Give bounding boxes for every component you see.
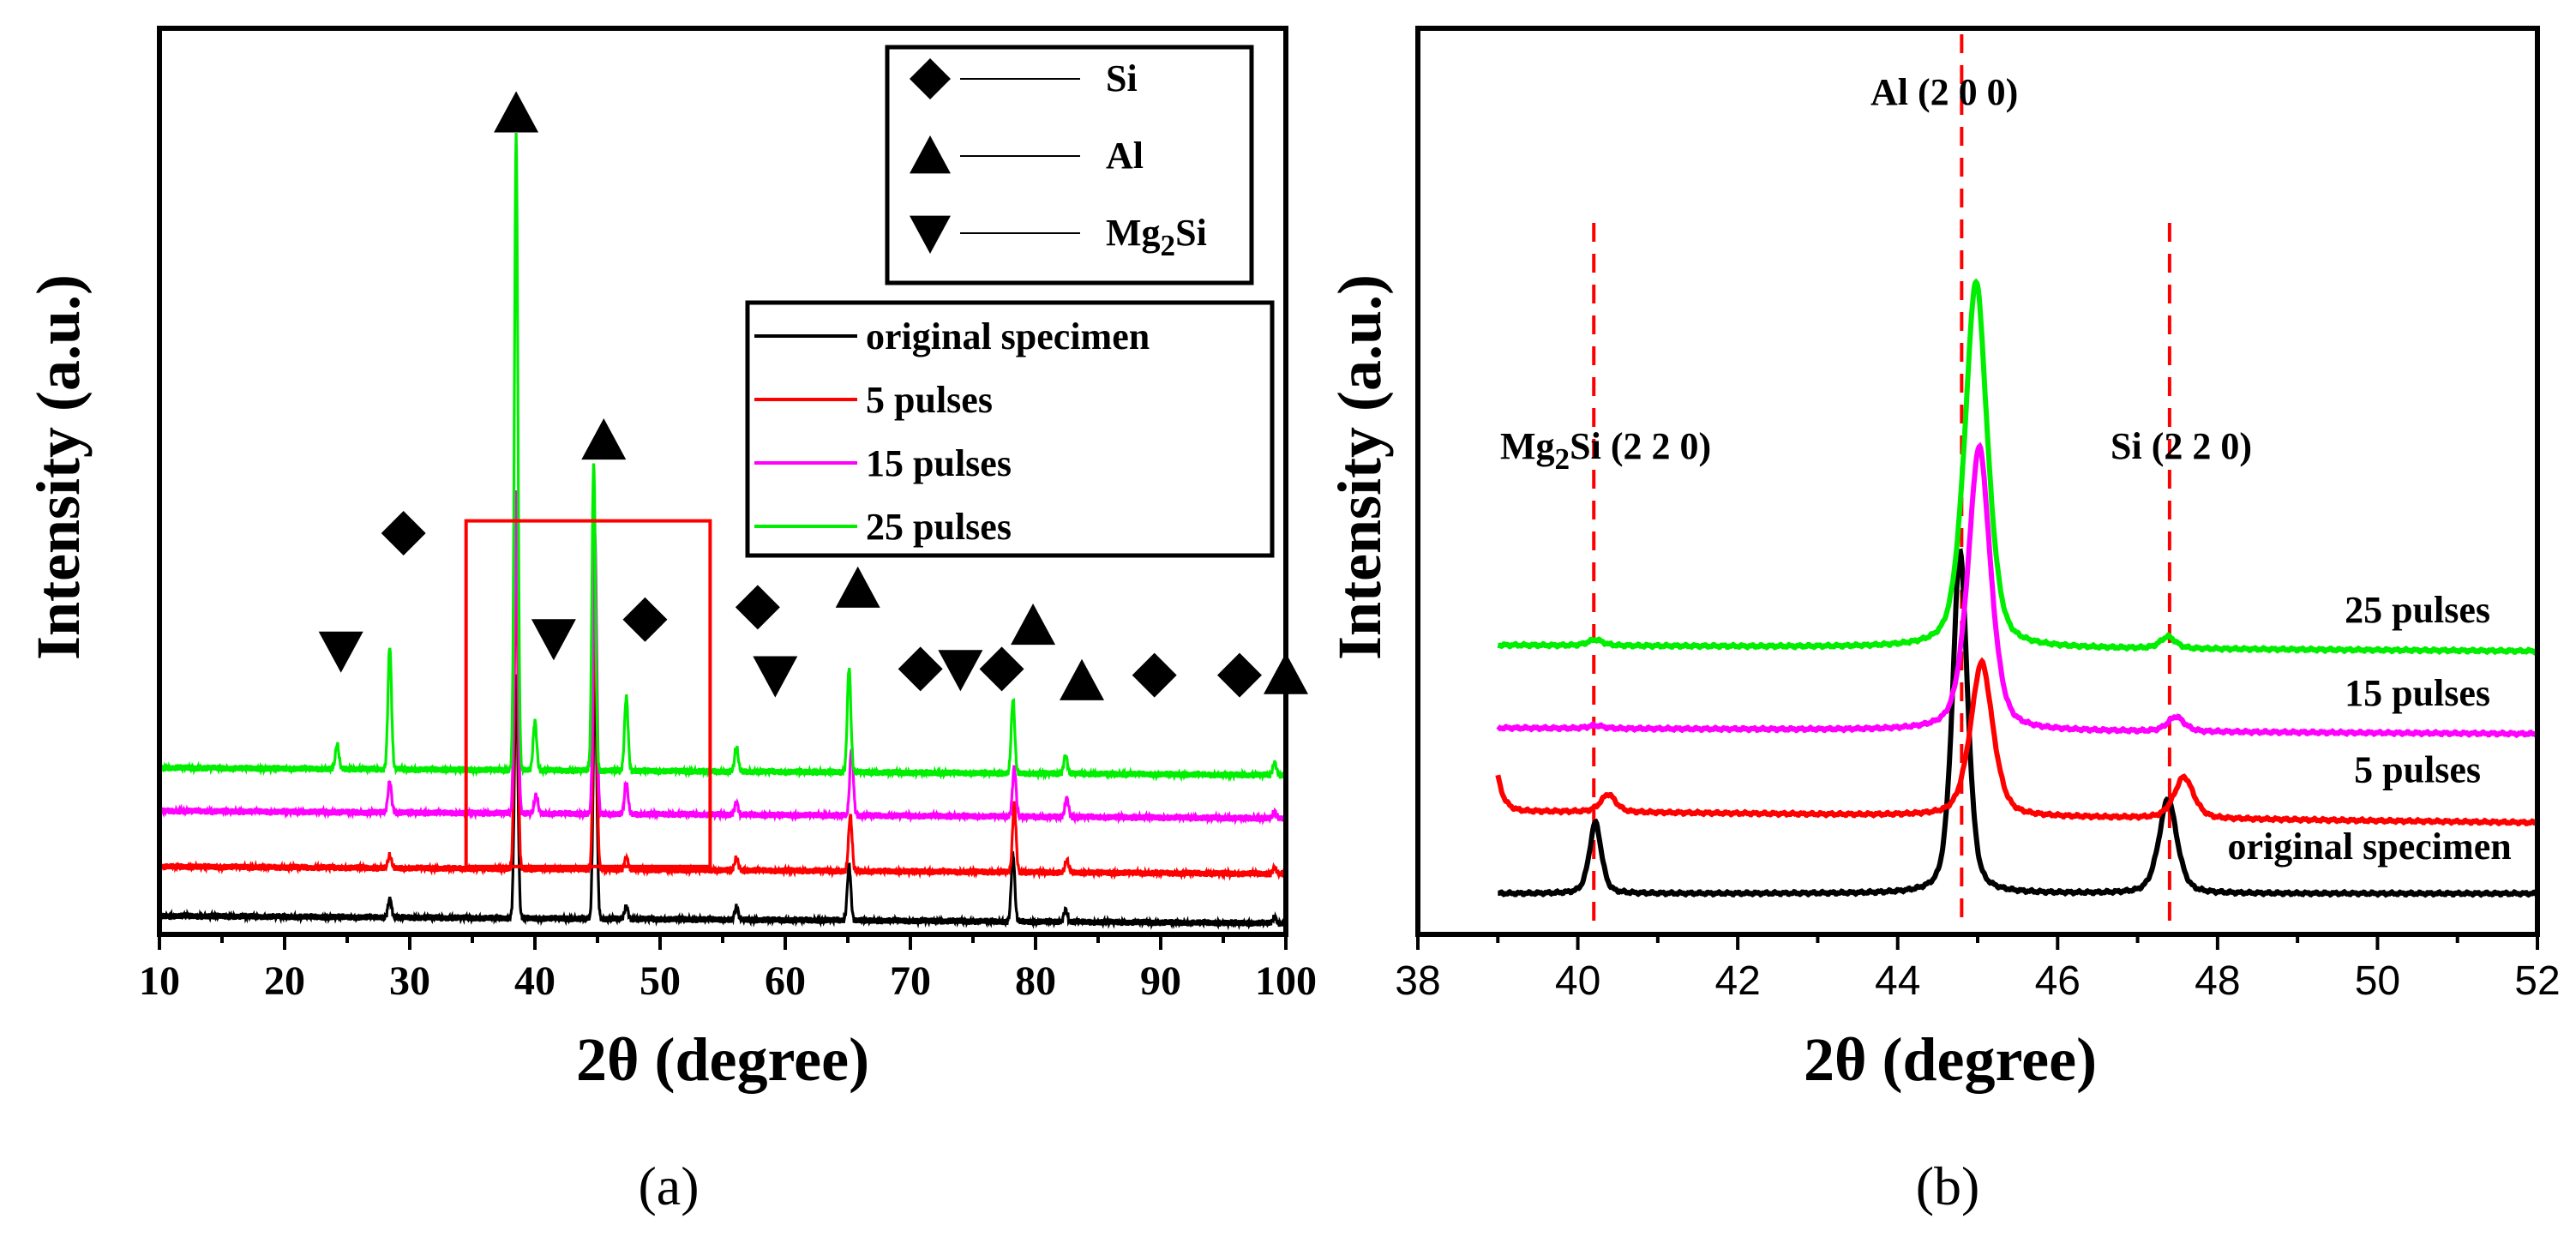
panel-b-reference-labels: Mg2Si (2 2 0)Al (2 0 0)Si (2 2 0) <box>1500 71 2252 476</box>
series-legend-label: 25 pulses <box>866 506 1012 548</box>
phase-marker-diamond <box>1216 652 1262 698</box>
panel-a-ylabel: Intensity (a.u.) <box>24 274 93 660</box>
phase-marker-triangle-down <box>531 619 576 661</box>
label-part: Al <box>1106 135 1144 177</box>
label-subscript: 2 <box>1161 229 1176 262</box>
phase-marker-diamond <box>898 646 943 692</box>
phase-marker-triangle-down <box>318 631 363 673</box>
panel-b-series <box>1495 278 2540 898</box>
phase-marker-triangle-up <box>581 418 627 460</box>
phase-marker-diamond <box>622 597 668 642</box>
highlight-box <box>464 519 712 868</box>
panel-a-series <box>158 132 1288 931</box>
panel-b-xlabel: 2θ (degree) <box>1804 1025 2097 1094</box>
phase-marker-triangle-up <box>835 566 880 608</box>
label-part: Si <box>1175 212 1207 254</box>
x-tick-label: 50 <box>639 958 681 1004</box>
legend-marker-diamond <box>910 58 951 99</box>
phase-legend-label: Al <box>1106 135 1144 177</box>
curve-label: 5 pulses <box>2354 749 2481 791</box>
x-tick-label: 30 <box>389 958 430 1004</box>
label-part: Mg <box>1106 212 1161 254</box>
series-line-5-pulses <box>158 562 1288 881</box>
legend-marker-triangle-up <box>910 135 951 174</box>
x-tick-label: 38 <box>1395 958 1440 1004</box>
x-tick-label: 46 <box>2035 958 2081 1004</box>
x-tick-label: 80 <box>1015 958 1056 1004</box>
label-part: Si (2 2 0) <box>2111 425 2252 467</box>
phase-legend-frame <box>885 45 1254 285</box>
x-tick-label: 60 <box>765 958 806 1004</box>
x-tick-label: 40 <box>1555 958 1600 1004</box>
series-line-original-specimen <box>158 674 1288 931</box>
phase-marker-triangle-up <box>1011 603 1056 646</box>
panel-a-phase-markers <box>318 91 1308 700</box>
reference-label: Mg2Si (2 2 0) <box>1500 425 1711 476</box>
panel-a-xlabel: 2θ (degree) <box>576 1025 869 1094</box>
x-tick-label: 90 <box>1140 958 1181 1004</box>
series-legend-label: 15 pulses <box>866 442 1012 484</box>
x-tick-label: 20 <box>264 958 305 1004</box>
x-tick-label: 70 <box>890 958 931 1004</box>
x-tick-label: 42 <box>1714 958 1760 1004</box>
x-tick-label: 40 <box>514 958 555 1004</box>
legend-marker-triangle-down <box>910 215 951 254</box>
panel-b: 38 40 42 44 46 48 50 52 Mg2Si (2 2 0)Al (2 0 0)… <box>1325 26 2561 1216</box>
series-line-original-specimen <box>1498 548 2539 898</box>
panel-a-series-legend: original specimen 5 pulses 15 pulses 25 pul… <box>745 300 1275 558</box>
panel-b-ylabel: Intensity (a.u.) <box>1325 274 1394 660</box>
curve-label: original specimen <box>2227 826 2511 868</box>
series-line-25-pulses <box>1497 278 2539 656</box>
panel-b-curve-labels: 25 pulses 15 pulses 5 pulses original speci… <box>2227 589 2511 868</box>
panel-a-caption: (a) <box>638 1156 699 1216</box>
x-tick-label: 44 <box>1875 958 1920 1004</box>
phase-legend-label: Mg2Si <box>1106 212 1207 262</box>
curve-label: 15 pulses <box>2345 672 2490 714</box>
x-tick-label: 48 <box>2195 958 2240 1004</box>
phase-legend-label: Si <box>1106 57 1138 99</box>
phase-marker-diamond <box>1132 652 1177 698</box>
phase-marker-diamond <box>979 646 1024 692</box>
series-line-5-pulses <box>1495 657 2539 827</box>
panel-a-x-ticks: 10 20 30 40 50 60 70 80 90 100 <box>139 934 1317 1004</box>
label-subscript: 2 <box>1555 442 1570 476</box>
series-line-15-pulses <box>1496 441 2540 739</box>
x-tick-label: 100 <box>1255 958 1317 1004</box>
series-line-15-pulses <box>158 489 1288 826</box>
phase-marker-triangle-down <box>753 656 798 698</box>
panel-b-reference-lines <box>1592 34 2171 922</box>
curve-label: 25 pulses <box>2345 589 2490 631</box>
phase-marker-triangle-up <box>494 91 539 133</box>
panel-a-highlight-box <box>464 519 712 868</box>
phase-marker-triangle-down <box>938 650 983 692</box>
phase-marker-diamond <box>381 511 426 555</box>
reference-label: Al (2 0 0) <box>1870 71 2018 113</box>
panel-b-x-ticks: 38 40 42 44 46 48 50 52 <box>1395 934 2561 1004</box>
label-part: Si <box>1106 57 1138 99</box>
series-legend-label: 5 pulses <box>866 379 993 421</box>
x-tick-label: 50 <box>2355 958 2400 1004</box>
phase-marker-triangle-up <box>1060 658 1105 700</box>
series-line-25-pulses <box>158 132 1288 783</box>
panel-b-frame <box>1415 26 2540 937</box>
x-tick-label: 52 <box>2514 958 2560 1004</box>
series-legend-label: original specimen <box>866 315 1150 357</box>
label-part: Si (2 2 0) <box>1570 425 1711 467</box>
label-part: Al (2 0 0) <box>1870 71 2018 113</box>
series-legend-frame <box>745 300 1275 558</box>
label-part: Mg <box>1500 425 1555 467</box>
phase-marker-diamond <box>735 585 780 630</box>
x-tick-label: 10 <box>139 958 180 1004</box>
panel-b-caption: (b) <box>1916 1156 1980 1216</box>
reference-label: Si (2 2 0) <box>2111 425 2252 467</box>
